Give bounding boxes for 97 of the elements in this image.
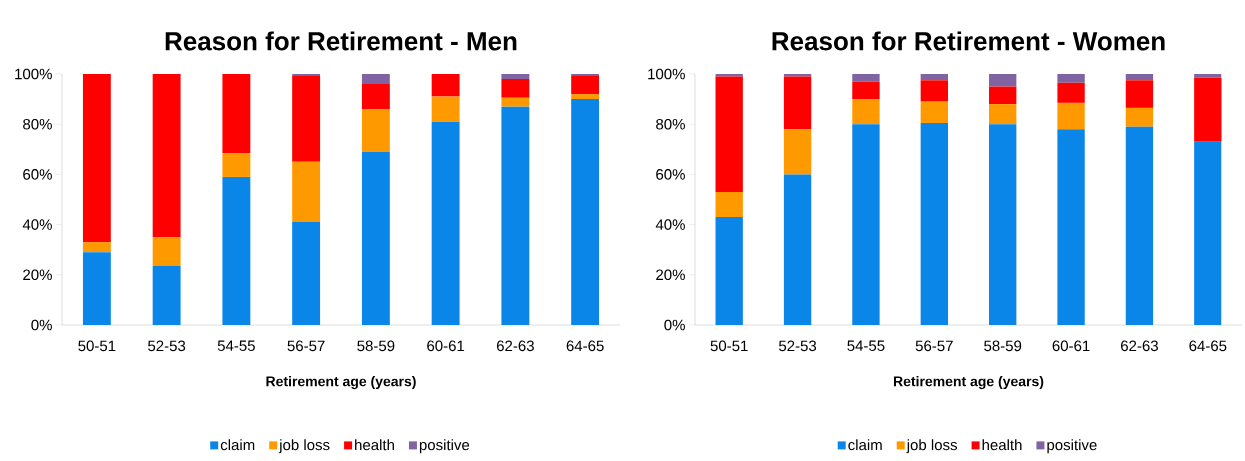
bar — [82, 252, 111, 326]
x-tick-label: 52-53 — [778, 340, 817, 352]
bar — [361, 151, 390, 326]
bar — [920, 74, 948, 81]
bar — [783, 74, 812, 77]
bar — [852, 74, 880, 82]
bar — [361, 84, 390, 110]
chart-title: Reason for Retirement - Men — [165, 31, 517, 51]
bar — [989, 104, 1017, 125]
y-tick-label: 0% — [31, 319, 52, 331]
bar — [920, 80, 948, 102]
bar — [783, 174, 812, 326]
bar — [292, 161, 321, 223]
y-tick-label: 100% — [648, 68, 685, 80]
bar — [1194, 141, 1222, 326]
bar — [1125, 107, 1154, 127]
y-tick-label: 0% — [664, 319, 685, 331]
bar — [1194, 74, 1222, 78]
x-axis-title: Retirement age (years) — [893, 376, 1044, 390]
bar — [501, 106, 530, 326]
bar — [571, 99, 600, 326]
y-tick-label: 100% — [15, 68, 52, 80]
y-tick-label: 40% — [22, 219, 52, 230]
x-tick-label: 60-61 — [427, 340, 465, 352]
bar — [361, 74, 390, 85]
bar — [292, 75, 321, 162]
bar — [431, 121, 460, 326]
bar — [222, 153, 251, 177]
x-tick-label: 50-51 — [710, 340, 748, 352]
x-tick-label: 54-55 — [847, 340, 885, 351]
legend-label: positive — [1047, 439, 1097, 454]
bar — [501, 97, 530, 107]
bar — [920, 122, 948, 326]
x-tick-label: 64-65 — [566, 340, 604, 352]
bar — [152, 74, 181, 238]
bar — [431, 74, 460, 97]
bar — [82, 74, 111, 243]
y-tick-label: 20% — [23, 269, 52, 281]
bar — [715, 74, 743, 77]
bar — [1057, 74, 1085, 83]
legend-label: health — [982, 439, 1022, 451]
bar — [152, 266, 181, 326]
bar — [852, 99, 880, 125]
y-tick-label: 80% — [656, 118, 685, 130]
x-tick-label: 54-55 — [217, 340, 255, 351]
bar — [501, 74, 530, 80]
y-tick-label: 60% — [23, 169, 52, 180]
x-tick-label: 50-51 — [78, 340, 116, 352]
bar — [431, 96, 460, 122]
bar — [715, 217, 743, 326]
bar — [783, 76, 812, 130]
bar — [292, 222, 321, 326]
bar — [1125, 74, 1154, 81]
bar — [920, 101, 948, 123]
chart-title: Reason for Retirement - Women — [772, 31, 1165, 51]
bar — [1125, 80, 1154, 108]
y-tick-label: 60% — [656, 169, 685, 180]
x-tick-label: 56-57 — [287, 340, 325, 352]
x-tick-label: 52-53 — [148, 340, 186, 352]
bar — [1125, 126, 1154, 326]
legend-label: job loss — [278, 439, 330, 454]
bar — [571, 75, 600, 95]
legend-label: job loss — [906, 439, 957, 454]
bar — [852, 81, 880, 100]
bar — [1194, 77, 1222, 142]
bar — [1057, 82, 1085, 103]
legend-label: positive — [419, 439, 470, 454]
x-tick-label: 62-63 — [496, 340, 534, 352]
legend-label: claim — [848, 439, 882, 451]
bar — [989, 86, 1017, 105]
y-tick-label: 80% — [23, 118, 52, 130]
bar — [82, 242, 111, 253]
x-tick-label: 58-59 — [357, 340, 395, 352]
bar — [783, 129, 812, 175]
bar — [989, 74, 1017, 87]
bar — [852, 124, 880, 326]
x-axis-title: Retirement age (years) — [266, 376, 416, 390]
x-tick-label: 62-63 — [1121, 340, 1158, 352]
bar — [1057, 129, 1085, 326]
bar — [989, 124, 1017, 326]
legend-label: health — [355, 439, 394, 451]
bar — [222, 176, 251, 326]
x-tick-label: 56-57 — [915, 340, 953, 352]
x-tick-label: 64-65 — [1189, 340, 1227, 352]
bar — [715, 76, 743, 192]
bar — [361, 109, 390, 152]
y-tick-label: 40% — [655, 219, 685, 230]
x-tick-label: 58-59 — [984, 340, 1022, 352]
bar — [152, 237, 181, 267]
legend-label: claim — [220, 439, 255, 451]
y-tick-label: 20% — [656, 269, 685, 281]
bar — [571, 94, 600, 100]
x-tick-label: 60-61 — [1052, 340, 1090, 352]
bar — [1057, 102, 1085, 130]
bar — [501, 79, 530, 98]
bar — [715, 191, 743, 218]
bar — [222, 74, 251, 154]
